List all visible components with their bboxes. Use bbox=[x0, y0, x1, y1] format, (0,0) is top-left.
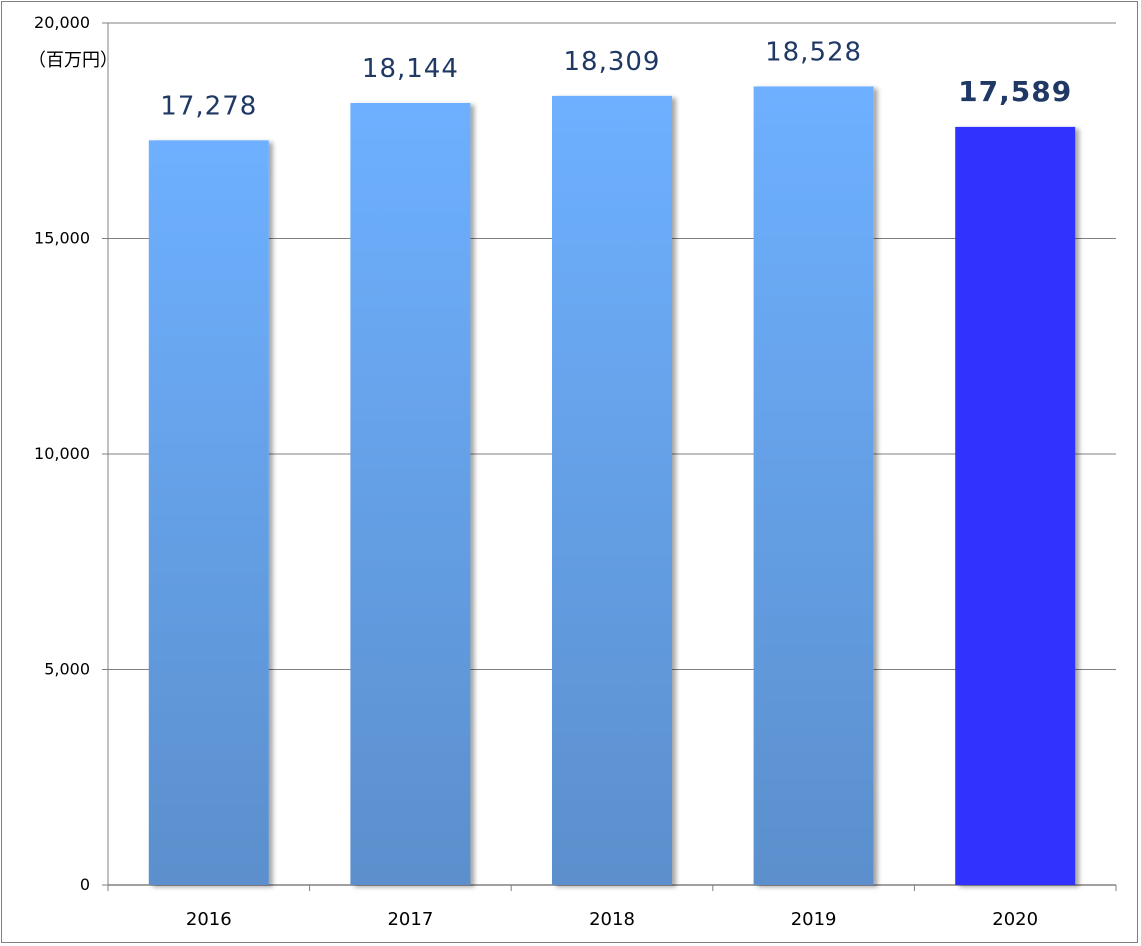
y-tick-label: 20,000 bbox=[34, 13, 90, 32]
labels: 17,278 2016 18,144 2017 18,309 2018 18,528 2019… bbox=[160, 37, 1072, 930]
bar-2020 bbox=[955, 126, 1076, 885]
data-label-2019: 18,528 bbox=[765, 37, 862, 67]
bar-2018 bbox=[552, 95, 672, 886]
y-tick-label: 10,000 bbox=[34, 444, 90, 463]
data-label-2018: 18,309 bbox=[564, 47, 661, 77]
x-tick-label-2019: 2019 bbox=[791, 909, 837, 930]
data-label-2016: 17,278 bbox=[160, 91, 257, 121]
y-tick-label: 5,000 bbox=[44, 660, 90, 679]
data-label-2020: 17,589 bbox=[958, 75, 1072, 108]
data-label-2017: 18,144 bbox=[362, 54, 459, 84]
x-tick-label-2017: 2017 bbox=[387, 909, 433, 930]
bar-2019 bbox=[753, 86, 874, 886]
bar-2017 bbox=[350, 102, 471, 886]
x-tick-label-2016: 2016 bbox=[186, 909, 232, 930]
x-tick-label-2020: 2020 bbox=[992, 909, 1038, 930]
y-tick-label: 15,000 bbox=[34, 229, 90, 248]
bar-2016 bbox=[148, 140, 269, 885]
y-tick-label: 0 bbox=[80, 875, 90, 894]
bars bbox=[148, 86, 1076, 886]
y-unit-label: （百万円） bbox=[28, 50, 118, 71]
x-tick-label-2018: 2018 bbox=[589, 909, 635, 930]
